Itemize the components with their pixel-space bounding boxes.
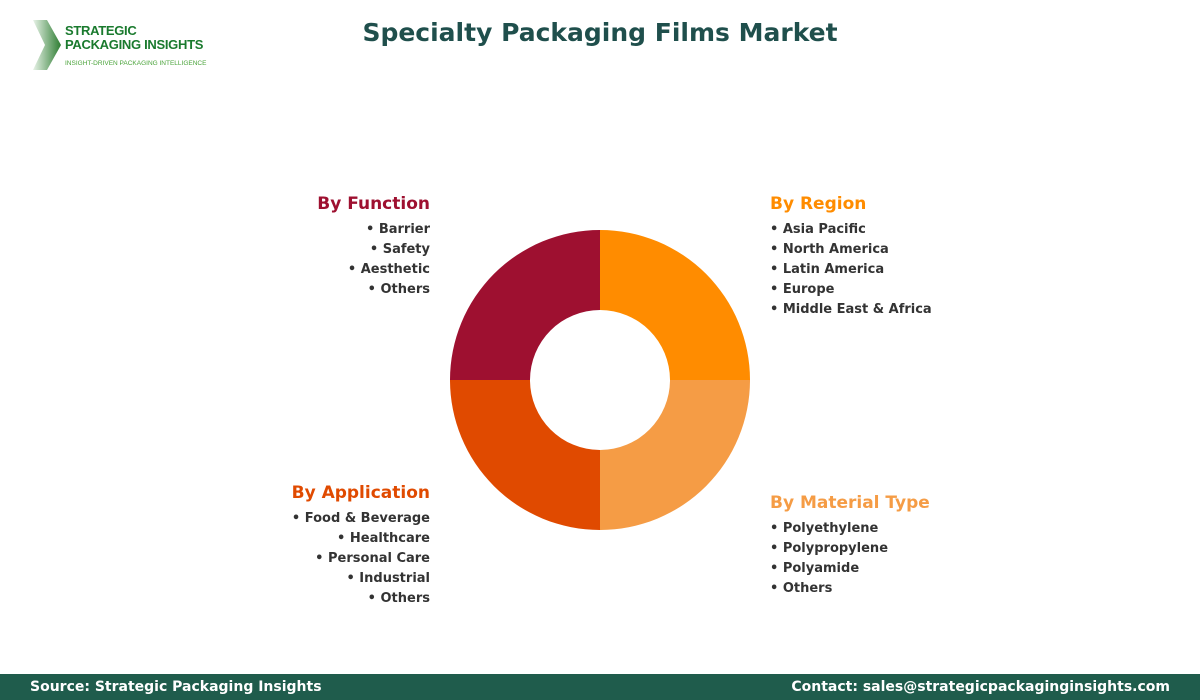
- footer: Source: Strategic Packaging Insights Con…: [0, 674, 1200, 700]
- list-item: Healthcare: [349, 531, 430, 546]
- page-title: Specialty Packaging Films Market: [362, 18, 838, 47]
- chevron-logo-icon: [33, 20, 61, 70]
- list-item: Aesthetic: [360, 262, 430, 277]
- list-item: North America: [782, 242, 889, 257]
- logo-tagline: INSIGHT-DRIVEN PACKAGING INTELLIGENCE: [65, 60, 207, 67]
- list-item: Others: [380, 282, 431, 297]
- list-item: Europe: [782, 282, 835, 297]
- list-item: Others: [782, 581, 833, 596]
- segment-material: [600, 380, 750, 530]
- logo-line2: PACKAGING INSIGHTS: [65, 37, 204, 52]
- group-title: By Application: [291, 483, 430, 503]
- segment-function: [450, 230, 600, 380]
- list-item: Middle East & Africa: [782, 302, 932, 317]
- list-item: Polypropylene: [782, 541, 889, 556]
- list-item: Safety: [382, 242, 430, 257]
- group-title: By Material Type: [770, 493, 930, 513]
- group-material: By Material Type • Polyethylene • Polypr…: [770, 493, 930, 596]
- group-region: By Region • Asia Pacific • North America…: [770, 194, 932, 317]
- segment-region: [600, 230, 750, 380]
- list-item: Others: [380, 591, 431, 606]
- list-item: Personal Care: [328, 551, 430, 566]
- group-title: By Function: [317, 194, 430, 214]
- group-application: By Application • Food & Beverage • Healt…: [180, 483, 430, 609]
- group-title: By Region: [770, 194, 867, 214]
- footer-contact[interactable]: Contact: sales@strategicpackaginginsight…: [791, 679, 1170, 695]
- list-item: Barrier: [378, 222, 430, 237]
- segment-application: [450, 380, 600, 530]
- footer-source: Source: Strategic Packaging Insights: [30, 679, 322, 695]
- list-item: Industrial: [359, 571, 430, 586]
- list-item: Asia Pacific: [782, 222, 866, 237]
- list-item: Polyamide: [782, 561, 860, 576]
- list-item: Polyethylene: [782, 521, 879, 536]
- logo: STRATEGIC PACKAGING INSIGHTS INSIGHT-DRIV…: [33, 20, 206, 74]
- logo-line1: STRATEGIC: [65, 23, 137, 38]
- group-function: By Function • Barrier • Safety • Aesthet…: [180, 194, 430, 300]
- list-item: Latin America: [782, 262, 885, 277]
- list-item: Food & Beverage: [304, 511, 430, 526]
